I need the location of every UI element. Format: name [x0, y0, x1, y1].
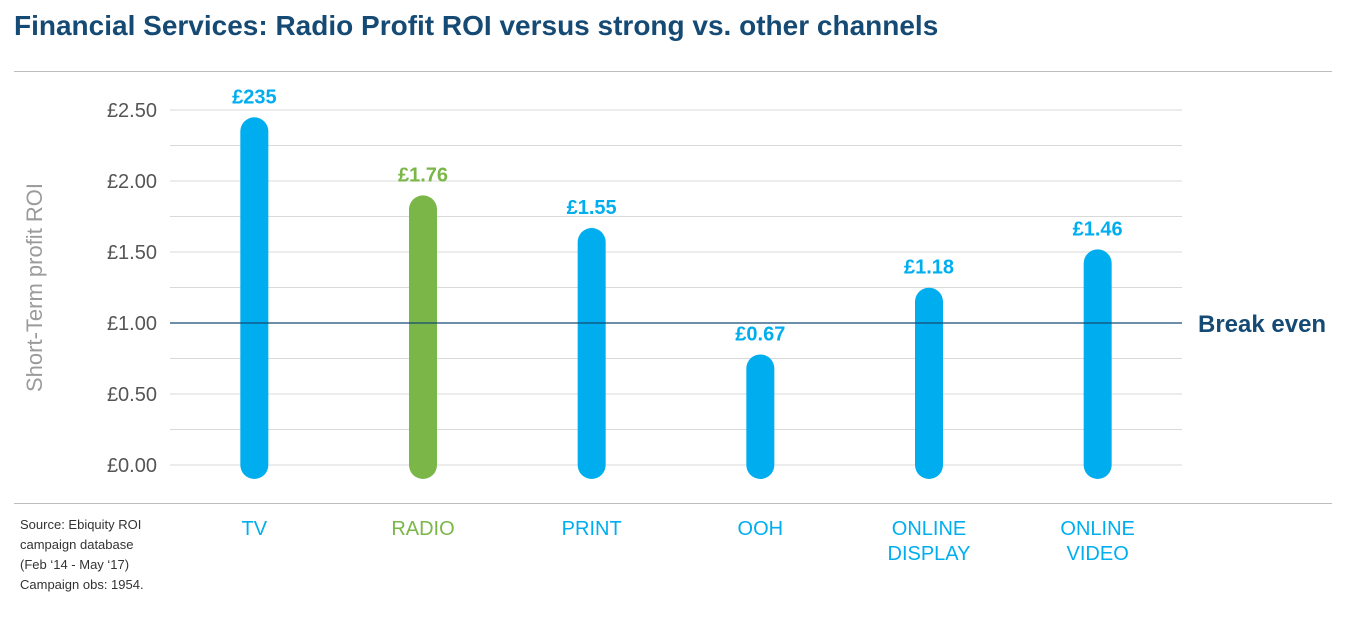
- chart-title: Financial Services: Radio Profit ROI ver…: [14, 10, 939, 41]
- bar: [577, 228, 606, 479]
- axis-divider: [14, 503, 1332, 504]
- bar: [746, 354, 775, 479]
- break-even-label: Break even: [1198, 311, 1326, 338]
- bar: [409, 195, 437, 479]
- category-label: VIDEO: [1067, 543, 1129, 565]
- source-line: campaign database: [20, 537, 134, 552]
- data-label: £1.76: [398, 164, 448, 186]
- category-label: TV: [242, 518, 268, 540]
- source-line: Campaign obs: 1954.: [20, 577, 144, 592]
- y-tick-label: £0.00: [107, 455, 157, 477]
- category-label: DISPLAY: [888, 543, 971, 565]
- category-label: PRINT: [562, 518, 622, 540]
- category-label: ONLINE: [1060, 518, 1134, 540]
- bar: [240, 117, 269, 480]
- category-label: ONLINE: [892, 518, 966, 540]
- y-tick-label: £2.50: [107, 100, 157, 122]
- y-tick-label: £1.50: [107, 242, 157, 264]
- source-line: Source: Ebiquity ROI: [20, 517, 142, 532]
- data-label: £1.46: [1073, 218, 1123, 240]
- y-tick-label: £2.00: [107, 171, 157, 193]
- category-label: RADIO: [391, 518, 454, 540]
- data-label: £1.55: [567, 197, 617, 219]
- y-tick-label: £0.50: [107, 384, 157, 406]
- source-note: Source: Ebiquity ROI campaign database (…: [20, 515, 190, 595]
- y-axis-label: Short-Term profit ROI: [22, 183, 47, 392]
- title-divider: [14, 71, 1332, 72]
- category-label: OOH: [738, 518, 784, 540]
- y-tick-label: £1.00: [107, 313, 157, 335]
- bar: [1083, 249, 1112, 479]
- source-line: (Feb ‘14 - May ‘17): [20, 557, 130, 572]
- bar: [915, 287, 943, 479]
- data-label: £1.18: [904, 257, 954, 279]
- data-label: £0.67: [735, 323, 785, 345]
- data-label: £235: [232, 86, 277, 108]
